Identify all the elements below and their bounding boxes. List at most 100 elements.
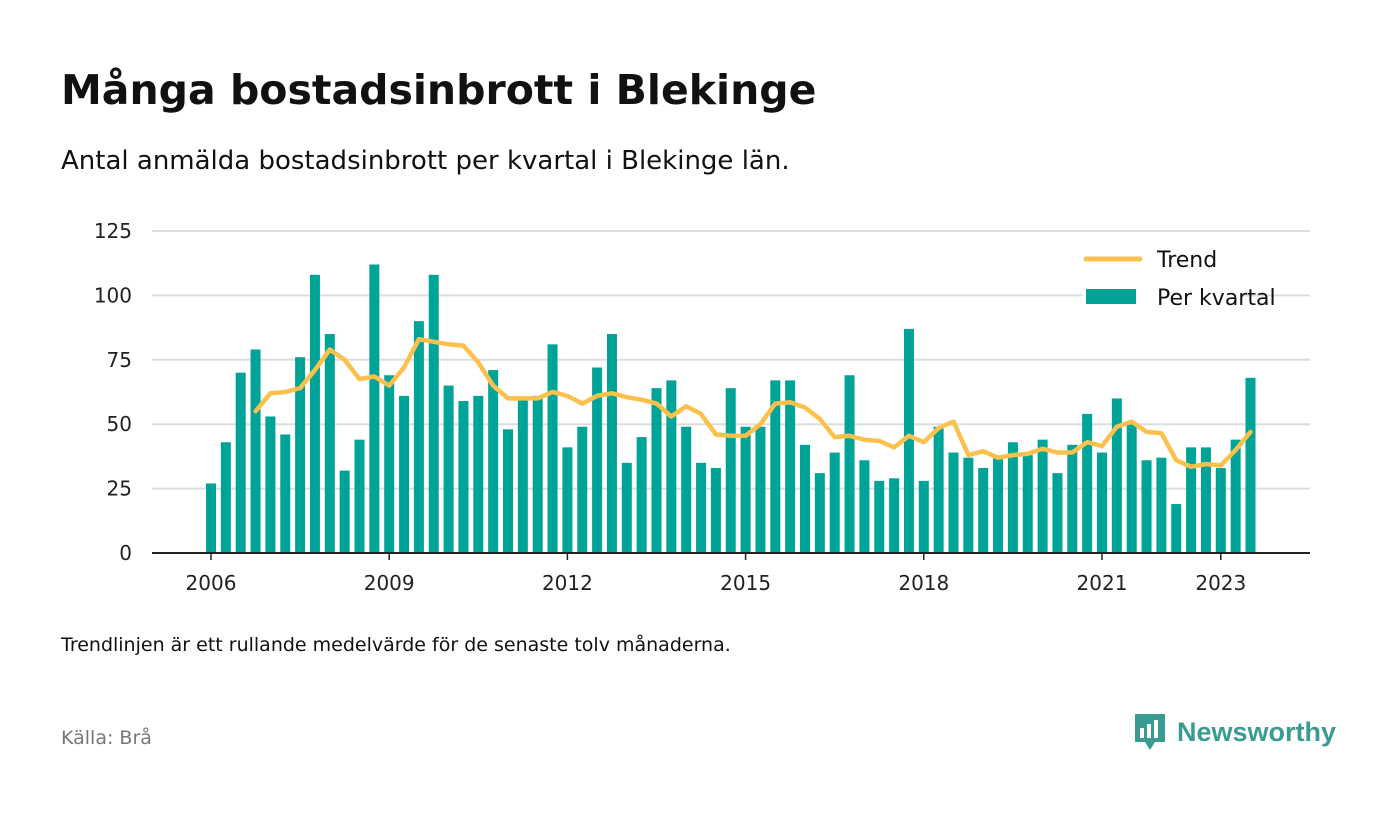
y-axis-ticks: 0 25 50 75 100 125 (94, 219, 132, 565)
y-tick-label: 0 (119, 541, 132, 565)
bar (1186, 447, 1197, 553)
bar (1022, 455, 1033, 553)
bar (814, 473, 825, 553)
bar (844, 375, 855, 553)
bar (384, 375, 395, 553)
legend-trend-label: Trend (1156, 248, 1217, 273)
bar (206, 483, 216, 553)
bar (874, 480, 885, 553)
bar (636, 437, 647, 553)
bar (220, 442, 231, 553)
bar (1007, 442, 1018, 553)
x-tick-label: 2009 (364, 571, 415, 595)
bar (1111, 398, 1122, 553)
bar (1126, 424, 1137, 553)
bar (488, 370, 499, 553)
bar (978, 467, 989, 553)
y-tick-label: 100 (94, 283, 132, 307)
x-tick-label: 2006 (186, 571, 237, 595)
bar (889, 478, 900, 553)
bar (800, 444, 810, 553)
bar (666, 380, 677, 553)
x-axis: 2006 2009 2012 2015 2018 2021 2023 (152, 552, 1310, 595)
bar (770, 380, 781, 553)
bar (399, 395, 410, 553)
chart-title: Många bostadsinbrott i Blekinge (61, 66, 817, 114)
bar (1052, 473, 1063, 553)
bar (963, 457, 974, 553)
bar (606, 334, 617, 553)
y-tick-label: 50 (107, 412, 132, 436)
bar (755, 426, 766, 553)
y-tick-label: 125 (94, 219, 132, 243)
bar (339, 470, 350, 553)
bar (1156, 457, 1167, 553)
bar (1215, 467, 1226, 553)
x-tick-label: 2018 (898, 571, 949, 595)
bar (1141, 460, 1152, 553)
bar (250, 349, 261, 553)
bar (681, 426, 692, 553)
bar (621, 462, 632, 553)
legend: Trend Per kvartal (1082, 240, 1276, 320)
bar (829, 452, 840, 553)
bar (324, 334, 335, 553)
bar (1067, 444, 1078, 553)
bar (993, 457, 1004, 553)
legend-background (1082, 240, 1242, 320)
bar (458, 401, 469, 553)
legend-bar-swatch (1086, 289, 1136, 304)
bar (369, 264, 380, 553)
bar (265, 416, 276, 553)
chart-subtitle: Antal anmälda bostadsinbrott per kvartal… (61, 146, 790, 176)
bar (280, 434, 291, 553)
x-tick-label: 2021 (1077, 571, 1128, 595)
bar (428, 274, 439, 553)
bar (532, 395, 543, 553)
newsworthy-logo-text: Newsworthy (1177, 716, 1337, 747)
bar (1082, 413, 1093, 553)
chart-source: Källa: Brå (61, 727, 152, 749)
bar (517, 398, 528, 553)
trend-line (253, 336, 1253, 469)
y-tick-label: 25 (107, 477, 132, 501)
bar (503, 429, 513, 553)
x-tick-label: 2023 (1195, 571, 1246, 595)
bar (547, 344, 558, 553)
bar (562, 447, 573, 553)
bar (1245, 377, 1256, 553)
x-tick-label: 2012 (542, 571, 593, 595)
bar (354, 439, 365, 553)
bar (473, 395, 484, 553)
y-tick-label: 75 (107, 348, 132, 372)
bar (443, 385, 454, 553)
bar (295, 357, 306, 553)
newsworthy-logo: Newsworthy (1133, 712, 1336, 752)
bar-series (206, 264, 1256, 553)
bar (903, 328, 914, 553)
bar (948, 452, 959, 553)
x-tick-label: 2015 (720, 571, 771, 595)
bar (918, 480, 929, 553)
bar (235, 372, 246, 553)
bar (592, 367, 603, 553)
bar (725, 388, 736, 553)
bar (1230, 439, 1241, 553)
bar (413, 321, 424, 553)
trend-series (253, 336, 1253, 469)
bar (577, 426, 588, 553)
legend-bar-label: Per kvartal (1157, 286, 1276, 311)
bar (309, 274, 320, 553)
bar (740, 426, 751, 553)
bar (1037, 439, 1048, 553)
chart-footnote: Trendlinjen är ett rullande medelvärde f… (61, 634, 731, 656)
bar (1200, 447, 1211, 553)
bar (1171, 504, 1182, 553)
bar (785, 380, 796, 553)
newsworthy-logo-icon (1135, 714, 1165, 750)
bar (933, 426, 944, 553)
bar (696, 462, 707, 553)
bar (859, 460, 870, 553)
bar (1097, 452, 1107, 553)
